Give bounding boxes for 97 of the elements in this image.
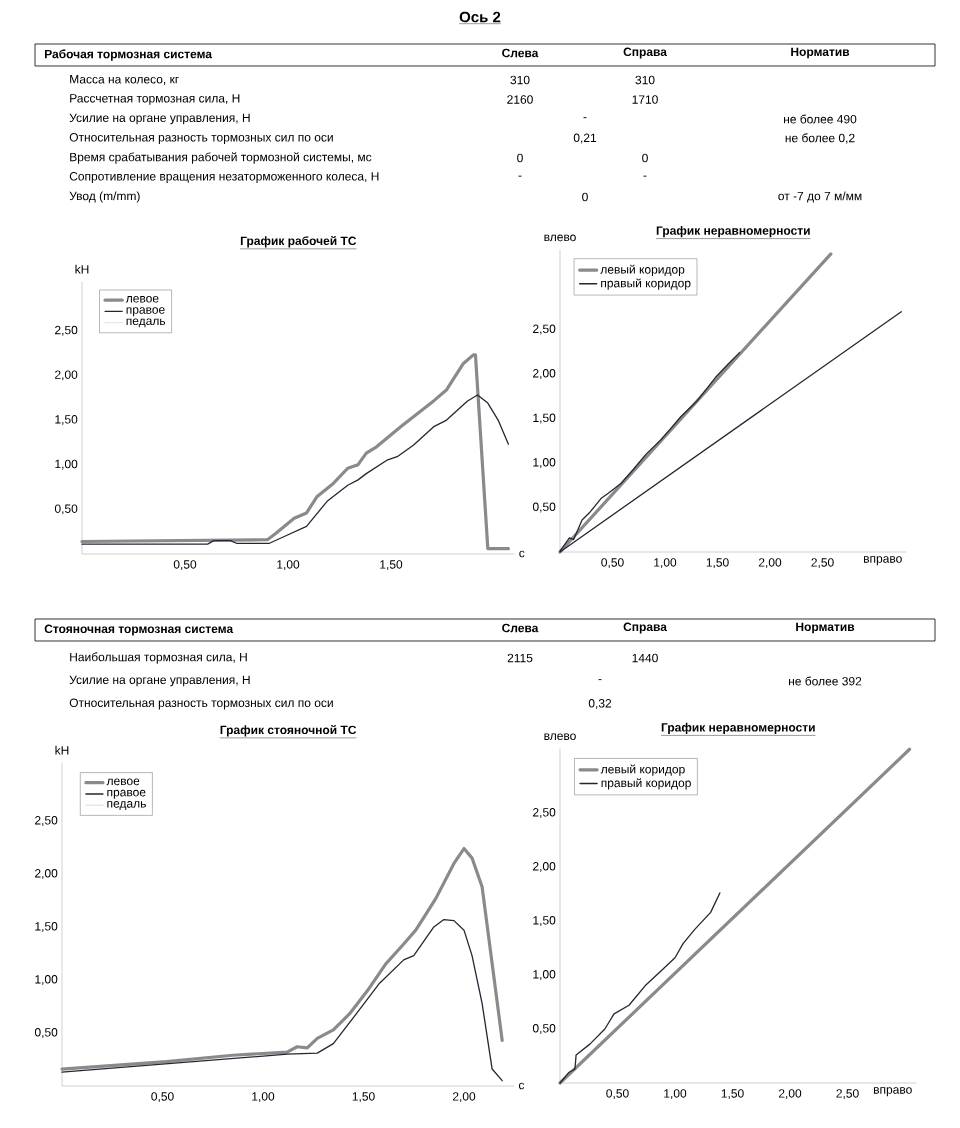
text: Справа [623,47,667,59]
data-label: - [518,175,522,177]
y-tick-label: 1,50 [533,413,556,424]
text: Ось 2 [459,11,501,23]
legend-label: правый коридор [601,778,691,790]
chart-title: График неравномерности [661,722,815,734]
x-tick-label: 0,50 [606,1089,629,1100]
x-tick-label: 1,00 [664,1089,687,1100]
data-label: 310 [510,75,530,85]
x-tick-label: 1,50 [352,1092,375,1103]
x-tick-label: 2,50 [836,1089,859,1100]
y-tick-label: 2,00 [533,369,556,379]
data-label: 1710 [632,95,658,104]
x-axis-title: вправо [874,1087,912,1097]
x-tick-label: 2,00 [758,558,782,569]
y-tick-label: 2,50 [55,325,78,336]
text: Норматив [791,47,850,59]
y-tick-label: 2,00 [35,869,58,879]
legend-label: левый коридор [600,264,685,277]
x-tick-label: 2,00 [452,1092,476,1103]
chart-title: График рабочей ТС [240,236,357,248]
data-label: - [643,175,647,177]
y-tick-label: 0,50 [34,1028,58,1038]
x-tick-label: 0,50 [151,1092,174,1103]
y-tick-label: 1,00 [533,970,556,980]
data-label: 310 [635,75,655,85]
category-label: Рассчетная тормозная сила, Н [70,94,240,105]
y-tick-label: 2,50 [35,816,58,826]
x-tick-label: 2,00 [778,1089,802,1100]
text: Рабочая тормозная система [45,49,213,61]
y-tick-label: 1,00 [533,458,556,468]
x-axis-title: вправо [864,556,902,566]
y-axis-title: kH [75,264,89,274]
x-tick-label: 0,50 [173,560,197,571]
y-tick-label: 1,00 [55,459,78,470]
category-label: Усилие на органе управления, Н [69,113,250,125]
x-tick-label: 2,50 [811,558,834,569]
legend-label: правое [126,307,165,317]
x-tick-label: 1,50 [706,558,729,569]
x-tick-label: 0,50 [601,558,624,569]
legend-label: левое [106,778,140,786]
text: Слева [502,623,539,633]
x-tick-label: 1,50 [721,1089,744,1100]
data-label: 0 [517,153,523,163]
text: Справа [623,622,667,634]
category-label: Наибольшая тормозная сила, Н [70,652,247,664]
data-label: не более 490 [784,114,857,124]
category-label: Относительная разность тормозных сил по оси [69,133,333,144]
y-tick-label: 1,00 [35,975,58,985]
legend-label: педаль [107,801,146,810]
data-label: - [598,679,602,681]
data-label: 0 [582,192,588,202]
y-tick-label: 0,50 [54,504,78,515]
y-tick-label: 2,50 [533,324,556,335]
data-label: 2115 [507,653,533,663]
x-axis-title: с [519,550,525,558]
chart-title: График неравномерности [656,226,810,238]
y-tick-label: 2,50 [533,808,556,818]
category-label: Усилие на органе управления, Н [69,675,250,687]
legend-label: правое [107,789,146,799]
category-label: Время срабатывания рабочей тормозной системы, мс [70,152,372,164]
data-label: от -7 до 7 м/мм [778,191,862,203]
data-label: 2160 [507,95,533,104]
y-tick-label: 1,50 [533,916,556,926]
x-tick-label: 1,00 [277,560,300,571]
y-tick-label: 1,50 [35,922,58,932]
x-tick-label: 1,00 [252,1092,275,1103]
category-label: Масса на колесо, кг [70,75,179,85]
y-axis-title: влево [544,733,576,740]
data-label: не более 0,2 [785,133,855,144]
text: Стояночная тормозная система [44,624,234,636]
y-axis-title: kH [55,745,69,755]
text: Слева [502,48,539,58]
text: Норматив [796,622,855,634]
y-tick-label: 2,00 [55,370,78,381]
data-label: 0 [642,153,648,163]
y-tick-label: 0,50 [532,1024,556,1034]
y-tick-label: 1,50 [55,415,78,425]
data-label: 0,21 [573,133,597,144]
y-tick-label: 2,00 [533,862,556,872]
legend-label: левое [125,296,159,303]
chart-title: График стояночной ТС [220,725,357,737]
legend-label: педаль [126,318,166,328]
category-label: Увод (m/mm) [69,191,140,203]
y-axis-title: влево [544,234,576,242]
category-label: Сопротивление вращения незаторможенного колеса, Н [69,172,379,183]
legend-label: правый коридор [601,278,691,290]
y-tick-label: 0,50 [532,502,556,513]
data-label: 0,32 [588,699,612,709]
data-label: - [583,117,587,119]
data-label: не более 392 [789,676,862,686]
legend-label: левый коридор [600,764,685,776]
category-label: Относительная разность тормозных сил по оси [69,698,333,710]
x-tick-label: 1,50 [380,560,403,571]
data-label: 1440 [632,653,658,663]
x-tick-label: 1,00 [654,558,677,569]
x-axis-title: с [518,1082,525,1090]
